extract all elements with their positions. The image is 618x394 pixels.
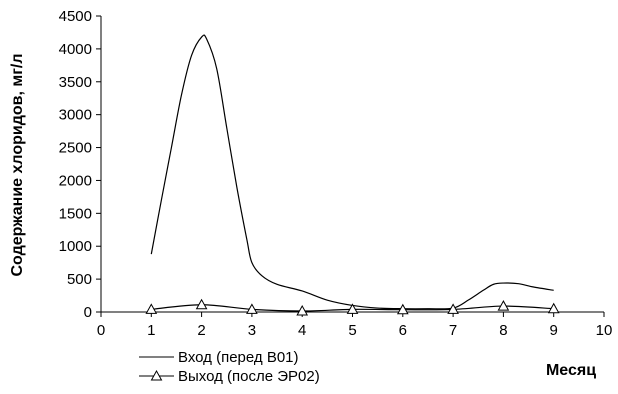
- y-tick-label: 2000: [59, 172, 92, 189]
- y-tick-label: 1500: [59, 205, 92, 222]
- x-tick-label: 3: [248, 322, 256, 339]
- data-point-marker: [547, 302, 560, 314]
- x-tick-label: 0: [97, 322, 105, 339]
- series-line: [150, 34, 554, 310]
- data-point-marker: [195, 298, 208, 310]
- x-tick-label: 5: [348, 322, 356, 339]
- y-tick-label: 0: [84, 304, 92, 321]
- series-group: [145, 34, 560, 316]
- x-tick-label: 6: [399, 322, 407, 339]
- y-tick-label: 3000: [59, 107, 92, 124]
- data-point-marker: [346, 303, 359, 314]
- y-tick-label: 3500: [59, 74, 92, 91]
- y-axis-label: Содержание хлоридов, мг/л: [9, 53, 26, 276]
- x-tick-label: 8: [499, 322, 507, 339]
- data-point-marker: [497, 300, 510, 311]
- data-point-marker: [396, 303, 409, 315]
- series-2: [145, 298, 560, 316]
- legend-marker: [150, 369, 163, 381]
- x-tick-label: 4: [298, 322, 306, 339]
- x-tick-label: 1: [147, 322, 155, 339]
- data-point-marker: [246, 303, 258, 314]
- data-point-marker: [145, 303, 158, 314]
- y-tick-label: 500: [67, 271, 92, 288]
- x-tick-label: 2: [197, 322, 205, 339]
- y-tick-label: 2500: [59, 140, 92, 157]
- data-point-marker: [447, 303, 459, 314]
- y-axis-ticks: 0 500 1000 1500 2000 2500 3000 3500 4000 4500: [59, 8, 101, 321]
- x-tick-label: 7: [449, 322, 457, 339]
- y-tick-label: 1000: [59, 238, 92, 255]
- legend-label: Выход (после ЭР02): [178, 368, 320, 385]
- series-1: [150, 34, 554, 310]
- legend-label: Вход (перед В01): [178, 349, 299, 366]
- legend: Вход (перед В01) Выход (после ЭР02): [139, 349, 320, 385]
- y-tick-label: 4000: [59, 41, 92, 58]
- x-tick-label: 9: [550, 322, 558, 339]
- x-axis-ticks: 0 1 2 3 4 5 6 7 8 9 10: [97, 312, 613, 339]
- x-axis-label: Месяц: [546, 362, 596, 379]
- y-tick-label: 4500: [59, 8, 92, 25]
- data-point-marker: [296, 304, 309, 316]
- x-tick-label: 10: [596, 322, 613, 339]
